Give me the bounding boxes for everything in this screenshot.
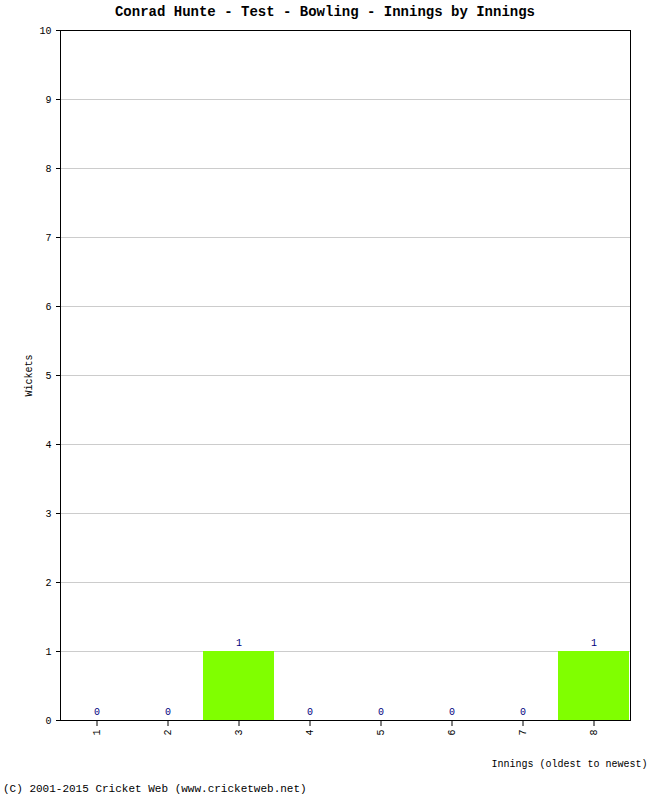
svg-text:Innings (oldest to newest): Innings (oldest to newest) — [491, 759, 647, 770]
svg-text:7: 7 — [45, 233, 51, 244]
svg-text:0: 0 — [307, 707, 313, 718]
svg-text:3: 3 — [45, 509, 51, 520]
svg-text:1: 1 — [591, 638, 597, 649]
svg-text:4: 4 — [305, 730, 316, 736]
svg-text:2: 2 — [163, 730, 174, 736]
svg-text:6: 6 — [45, 302, 51, 313]
svg-text:4: 4 — [45, 440, 51, 451]
svg-text:0: 0 — [520, 707, 526, 718]
svg-text:8: 8 — [45, 164, 51, 175]
svg-text:1: 1 — [92, 730, 103, 736]
svg-text:5: 5 — [45, 371, 51, 382]
svg-text:2: 2 — [45, 578, 51, 589]
svg-text:9: 9 — [45, 95, 51, 106]
svg-text:6: 6 — [447, 730, 458, 736]
svg-text:1: 1 — [45, 647, 51, 658]
svg-text:0: 0 — [449, 707, 455, 718]
svg-text:0: 0 — [94, 707, 100, 718]
svg-text:0: 0 — [378, 707, 384, 718]
svg-text:1: 1 — [236, 638, 242, 649]
html-text:(C) 2001-2015 Cricket Web (www: (C) 2001-2015 Cricket Web (www.cricketwe… — [3, 783, 307, 795]
svg-text:0: 0 — [45, 716, 51, 727]
svg-text:5: 5 — [376, 730, 387, 736]
svg-text:10: 10 — [39, 26, 51, 37]
svg-text:7: 7 — [518, 730, 529, 736]
svg-text:8: 8 — [589, 730, 600, 736]
svg-text:0: 0 — [165, 707, 171, 718]
svg-text:Wickets: Wickets — [24, 354, 35, 396]
svg-text:3: 3 — [234, 730, 245, 736]
html-text:Conrad Hunte - Test - Bowling: Conrad Hunte - Test - Bowling - Innings … — [115, 4, 535, 20]
